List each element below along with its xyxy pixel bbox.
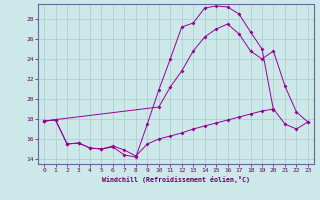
X-axis label: Windchill (Refroidissement éolien,°C): Windchill (Refroidissement éolien,°C) xyxy=(102,176,250,183)
